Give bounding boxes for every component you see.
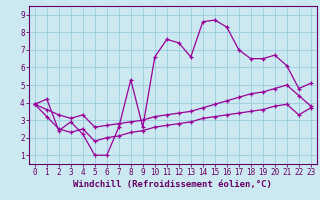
X-axis label: Windchill (Refroidissement éolien,°C): Windchill (Refroidissement éolien,°C) (73, 180, 272, 189)
